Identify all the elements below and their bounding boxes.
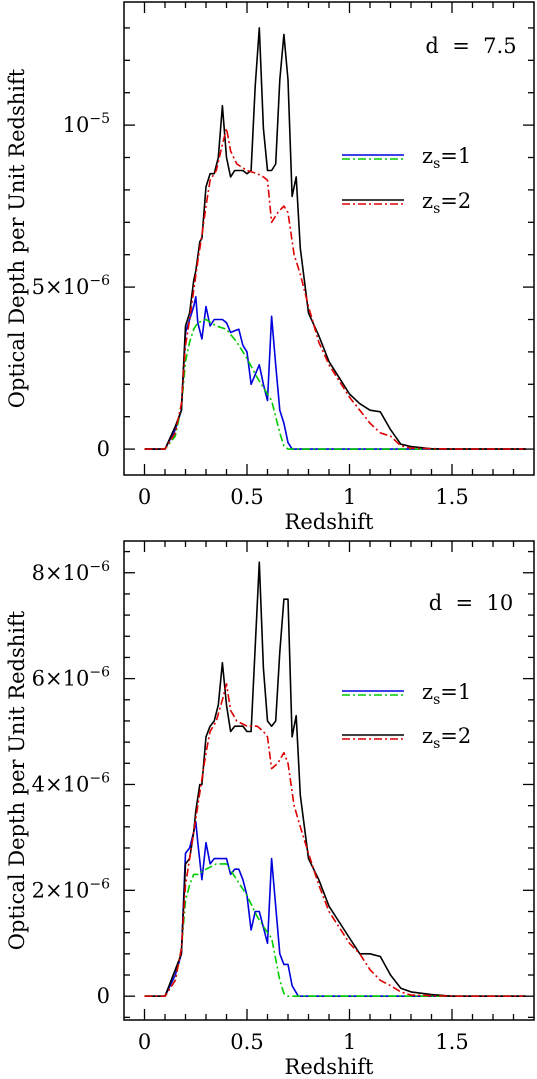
y-tick-label: 4×10−6	[32, 770, 110, 796]
y-tick-label: 0	[97, 437, 110, 461]
legend-entry-2: zs=2	[342, 724, 471, 752]
y-axis-label: Optical Depth per Unit Redshift	[5, 610, 29, 950]
x-tick-label: 0.5	[230, 1030, 263, 1054]
y-tick-label: 8×10−6	[32, 559, 110, 585]
chart-panel-1: 0 0.5 1 1.5 0 5×10−6 10−5 Redshift Optical Depth…	[5, 1, 535, 534]
y-tick-label: 10−5	[63, 111, 110, 137]
legend-label: zs=2	[422, 189, 471, 217]
series-line-2	[144, 318, 526, 450]
y-tick-label: 0	[97, 984, 110, 1008]
series-line-4	[144, 127, 526, 450]
series-line-3	[144, 27, 526, 450]
series-line-1	[144, 820, 526, 998]
panel-annotation: d = 7.5	[425, 34, 516, 58]
y-tick-label: 6×10−6	[32, 665, 110, 691]
x-tick-label: 1	[343, 485, 356, 509]
series-line-4	[144, 683, 526, 998]
x-axis-label: Redshift	[285, 510, 374, 534]
chart-panel-2: 0 0.5 1 1.5 0 2×10−6 4×10−6 6×10−6 8×10−6 Redshif…	[5, 540, 535, 1079]
x-tick-label: 1.5	[435, 1030, 468, 1054]
legend-entry-2: zs=2	[342, 189, 471, 217]
x-tick-label: 0	[138, 485, 151, 509]
legend-entry-1: zs=1	[342, 144, 471, 172]
panel-annotation: d = 10	[429, 591, 513, 615]
legend-label: zs=2	[422, 724, 471, 752]
x-tick-label: 0.5	[230, 485, 263, 509]
series-line-3	[144, 561, 526, 998]
legend-label: zs=1	[422, 680, 471, 708]
x-tick-label: 1.5	[435, 485, 468, 509]
x-tick-label: 0	[138, 1030, 151, 1054]
x-tick-label: 1	[343, 1030, 356, 1054]
y-tick-label: 5×10−6	[32, 273, 110, 299]
legend-entry-1: zs=1	[342, 680, 471, 708]
series-line-2	[144, 863, 526, 998]
series-line-1	[144, 295, 526, 450]
legend-label: zs=1	[422, 144, 471, 172]
y-tick-label: 2×10−6	[32, 876, 110, 902]
plot-frame	[123, 1, 535, 476]
y-axis-label: Optical Depth per Unit Redshift	[5, 68, 29, 408]
x-axis-label: Redshift	[285, 1055, 374, 1079]
